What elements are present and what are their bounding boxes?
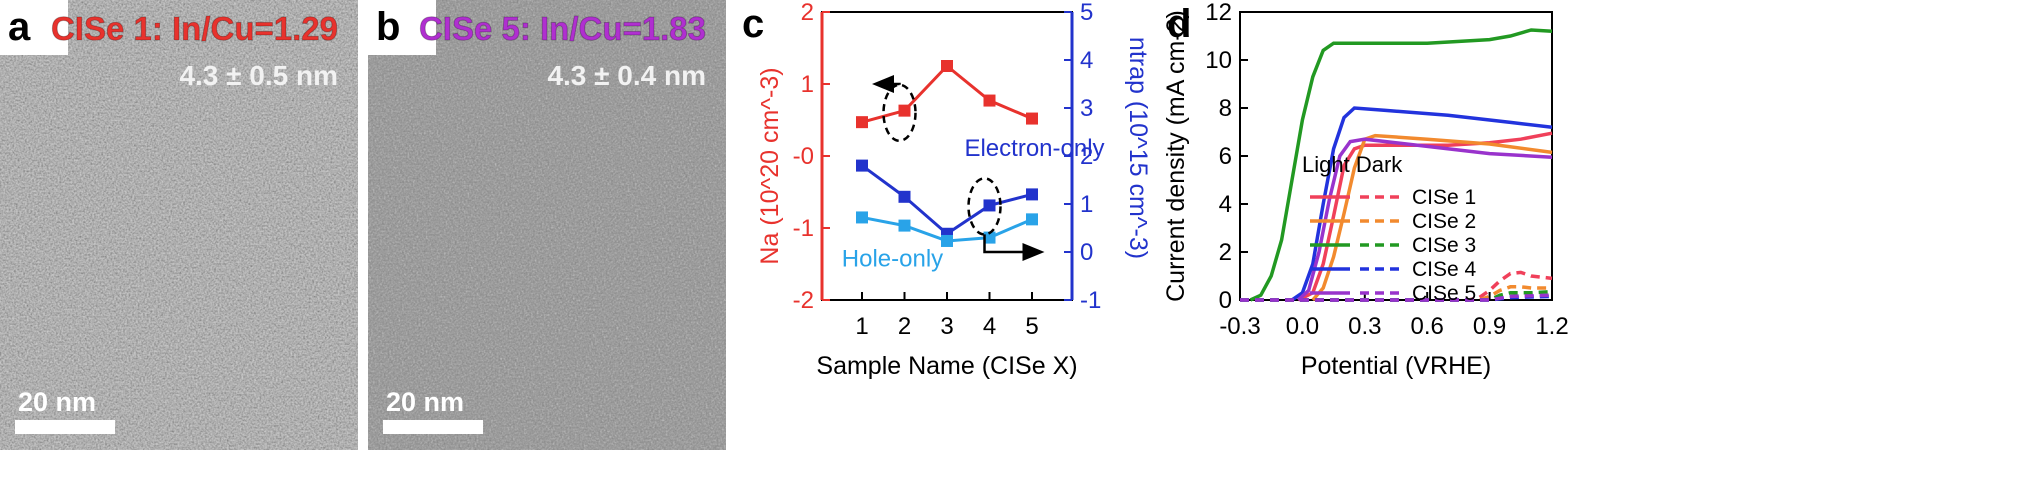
panel-a-size: 4.3 ± 0.5 nm xyxy=(179,60,338,91)
data-point xyxy=(898,190,911,203)
right-tick-label: 3 xyxy=(1080,95,1093,122)
data-point xyxy=(856,159,868,172)
legend-label: CISe 4 xyxy=(1412,258,1477,281)
legend-header: Light Dark xyxy=(1302,152,1403,177)
data-point xyxy=(856,116,868,129)
dashed-ellipse-left xyxy=(882,83,917,143)
data-point xyxy=(856,211,868,224)
left-tick-label: -0 xyxy=(793,143,814,170)
tem-image-cise5: b CISe 5: In/Cu=1.83 4.3 ± 0.4 nm 20 nm xyxy=(368,0,726,450)
left-tick-label: -1 xyxy=(793,215,814,242)
right-tick-label: 4 xyxy=(1080,47,1093,74)
x-tick-label: 0.9 xyxy=(1473,313,1506,340)
x-tick-label: 4 xyxy=(983,313,996,340)
scale-bar-b xyxy=(383,420,483,434)
y-axis-label: Current density (mA cm-2) xyxy=(1162,10,1190,302)
x-axis-label: Sample Name (CISe X) xyxy=(816,352,1077,380)
data-point xyxy=(983,199,996,212)
panel-a-title: CISe 1: In/Cu=1.29 xyxy=(50,10,338,48)
x-axis-label: Potential (VRHE) xyxy=(1301,352,1491,380)
arrow-left-line xyxy=(892,82,901,86)
right-tick-label: 5 xyxy=(1080,0,1093,26)
legend-label: CISe 2 xyxy=(1412,210,1476,233)
panel-label-a: a xyxy=(0,0,68,55)
chart-d: 0 2 4 6 8 10 12 -0.3 0.0 0.3 0.6 0.9 1.2 Potential (V… xyxy=(1162,0,1569,380)
chart-c: -2 -1 -0 1 2 -1 0 1 2 3 4 5 1 2 3 4 5 Sample Name (CISe X… xyxy=(756,0,1150,380)
legend-label: CISe 1 xyxy=(1412,186,1476,209)
light-curve xyxy=(1311,133,1553,302)
legend-label: CISe 3 xyxy=(1412,234,1476,257)
scale-bar-label-a: 20 nm xyxy=(18,387,97,417)
data-point xyxy=(983,94,996,107)
y-tick-label: 0 xyxy=(1219,287,1232,314)
right-y-axis-label: ntrap (10^15 cm^-3) xyxy=(1124,37,1150,259)
dark-curve xyxy=(1240,270,1553,302)
left-y-axis-label: Na (10^20 cm^-3) xyxy=(756,67,784,264)
scale-bar-a xyxy=(15,420,115,434)
left-tick-label: 2 xyxy=(801,0,814,26)
left-tick-label: 1 xyxy=(801,71,814,98)
panel-b-size: 4.3 ± 0.4 nm xyxy=(547,60,706,91)
x-tick-label: 1 xyxy=(855,313,868,340)
tem-image-cise1: a CISe 1: In/Cu=1.29 4.3 ± 0.5 nm 20 nm xyxy=(0,0,358,450)
right-tick-label: -1 xyxy=(1080,287,1101,314)
x-tick-label: 0.0 xyxy=(1286,313,1319,340)
panel-label-c: c xyxy=(742,2,765,46)
scale-bar-label-b: 20 nm xyxy=(386,387,465,417)
y-tick-label: 10 xyxy=(1205,47,1232,74)
x-tick-label: 1.2 xyxy=(1535,313,1568,340)
arrow-right-line xyxy=(983,234,1025,254)
x-tick-label: 0.3 xyxy=(1348,313,1381,340)
x-tick-label: 3 xyxy=(940,313,953,340)
x-tick-label: 0.6 xyxy=(1411,313,1444,340)
arrow-right-head xyxy=(1022,243,1045,261)
right-tick-label: 1 xyxy=(1080,191,1093,218)
light-curve xyxy=(1249,28,1553,302)
data-point xyxy=(898,219,911,232)
y-tick-label: 2 xyxy=(1219,239,1232,266)
right-tick-label: 0 xyxy=(1080,239,1093,266)
x-tick-label: 5 xyxy=(1025,313,1038,340)
right-tick-label: 2 xyxy=(1080,143,1093,170)
y-tick-label: 8 xyxy=(1219,95,1232,122)
data-point xyxy=(941,60,953,72)
annotation-hole-only: Hole-only xyxy=(842,245,943,272)
data-point xyxy=(898,104,911,117)
data-point xyxy=(941,234,953,247)
x-tick-label: -0.3 xyxy=(1219,313,1260,340)
arrow-left-head xyxy=(872,75,894,93)
x-tick-label: 2 xyxy=(898,313,911,340)
dashed-ellipse-right xyxy=(967,177,1002,236)
panel-label-b: b xyxy=(368,0,436,55)
panel-b-title: CISe 5: In/Cu=1.83 xyxy=(418,10,706,48)
dark-curve xyxy=(1240,293,1553,302)
y-tick-label: 12 xyxy=(1205,0,1232,26)
light-curve xyxy=(1291,106,1553,302)
left-tick-label: -2 xyxy=(793,287,814,314)
y-tick-label: 4 xyxy=(1219,191,1232,218)
data-point xyxy=(983,231,996,244)
panel-label-d: d xyxy=(1167,2,1192,46)
y-tick-label: 6 xyxy=(1219,143,1232,170)
data-point xyxy=(1026,213,1038,226)
annotation-electron-only: Electron-only xyxy=(964,135,1104,162)
legend-label: CISe 5 xyxy=(1412,282,1476,305)
data-point xyxy=(1026,112,1038,125)
data-point xyxy=(1026,188,1038,201)
light-curve xyxy=(1297,137,1553,302)
